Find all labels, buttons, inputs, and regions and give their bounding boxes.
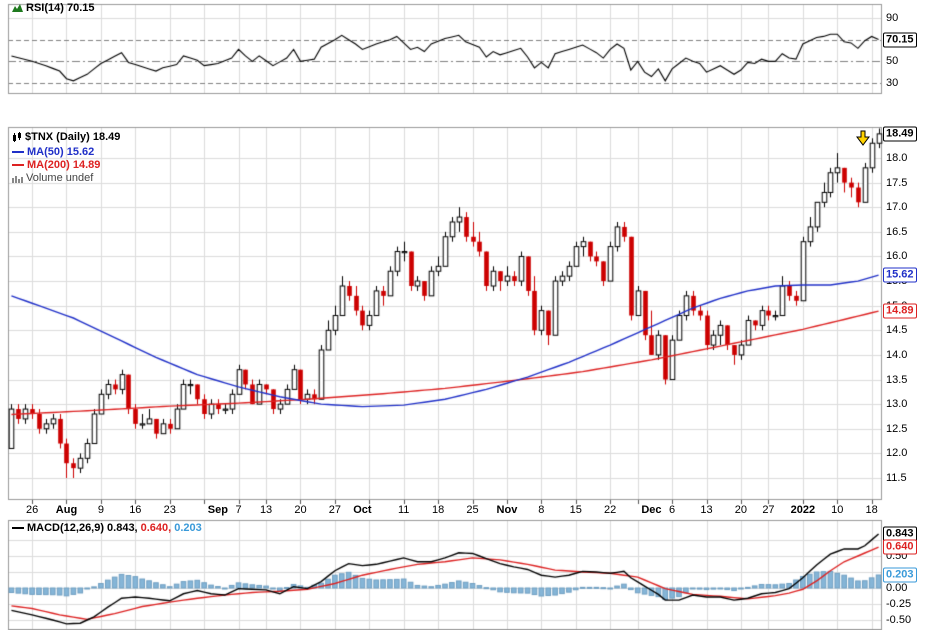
symbol-legend: $TNX (Daily) 18.49 bbox=[12, 131, 120, 143]
candlestick-icon bbox=[13, 131, 21, 142]
ma200-legend-text: MA(200) 14.89 bbox=[27, 159, 101, 171]
macd-legend-value: 0.843, bbox=[107, 522, 138, 534]
macd-signal-value: 0.640, bbox=[140, 522, 172, 534]
volume-legend: Volume undef bbox=[12, 172, 93, 184]
macd-hist-value: 0.203 bbox=[174, 522, 202, 534]
rsi-legend-text: RSI(14) 70.15 bbox=[26, 2, 95, 14]
ma50-legend-text: MA(50) 15.62 bbox=[27, 146, 95, 158]
volume-legend-text: Volume undef bbox=[26, 172, 94, 184]
macd-legend: MACD(12,26,9) 0.843, 0.640, 0.203 bbox=[12, 522, 202, 534]
price-marker-arrow-icon bbox=[856, 130, 870, 146]
macd-line-swatch bbox=[12, 527, 24, 529]
ma200-legend: MA(200) 14.89 bbox=[12, 159, 100, 171]
symbol-legend-text: $TNX (Daily) 18.49 bbox=[25, 131, 121, 143]
ma200-line-swatch bbox=[12, 164, 24, 166]
rsi-legend: RSI(14) 70.15 bbox=[12, 2, 94, 14]
volume-bars-icon bbox=[12, 175, 23, 183]
indicator-area-icon bbox=[12, 4, 23, 12]
ma50-legend: MA(50) 15.62 bbox=[12, 146, 94, 158]
macd-legend-name: MACD(12,26,9) bbox=[27, 522, 105, 534]
ma50-line-swatch bbox=[12, 151, 24, 153]
